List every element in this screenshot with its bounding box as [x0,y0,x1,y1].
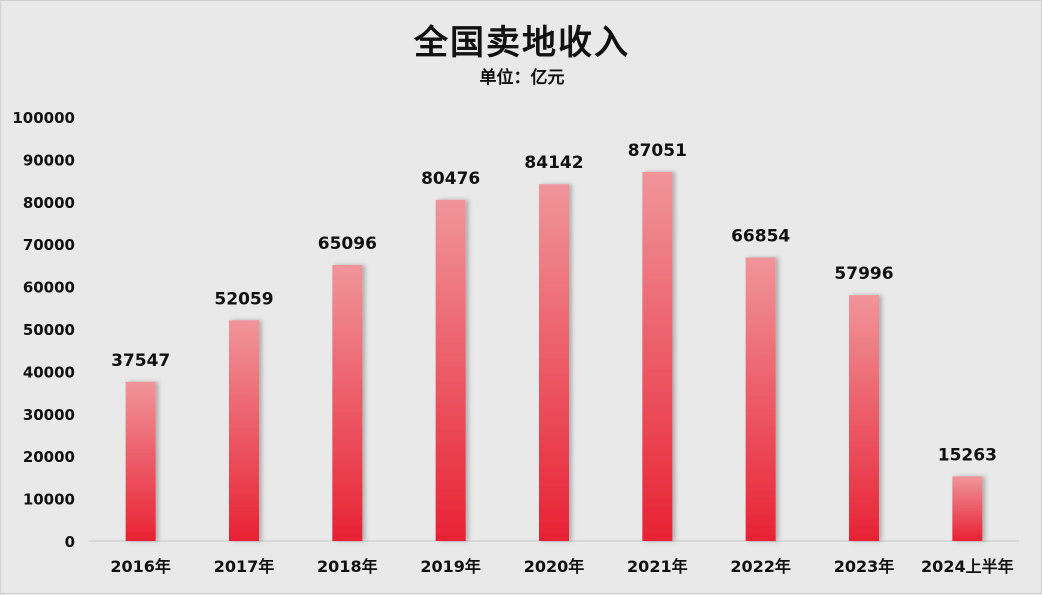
x-tick-label: 2023年 [834,557,895,576]
bar [125,381,156,541]
chart-title: 全国卖地收入 [414,23,630,63]
data-label: 57996 [834,264,893,284]
y-tick-label: 100000 [12,109,75,127]
y-tick-label: 0 [65,533,75,551]
bar [435,199,466,542]
x-tick-label: 2019年 [420,557,481,576]
x-tick-label: 2017年 [214,557,275,576]
y-tick-label: 40000 [23,363,75,381]
data-label: 37547 [111,351,170,371]
data-label: 65096 [318,234,377,254]
y-tick-label: 70000 [23,236,75,254]
y-tick-label: 20000 [23,448,75,466]
x-tick-label: 2020年 [524,557,585,576]
chart-subtitle: 单位：亿元 [479,68,565,88]
bar [849,295,879,541]
y-tick-label: 30000 [23,406,75,424]
data-label: 80476 [421,169,480,189]
data-label: 84142 [524,153,583,173]
x-tick-label: 2024上半年 [921,557,1014,576]
y-tick-label: 90000 [23,151,75,169]
data-label: 52059 [214,289,273,309]
y-tick-label: 50000 [23,321,75,339]
bar [642,171,673,542]
x-tick-label: 2021年 [627,557,688,576]
y-tick-label: 80000 [23,194,75,212]
data-label: 87051 [628,141,687,161]
y-tick-label: 10000 [23,491,75,509]
bar [539,184,569,541]
y-tick-label: 60000 [23,279,75,297]
data-label: 66854 [731,227,790,247]
bar [332,264,363,541]
x-tick-label: 2016年 [110,557,171,576]
x-tick-label: 2022年 [730,557,791,576]
bar [952,476,983,541]
bar [229,320,259,541]
x-tick-label: 2018年 [317,557,378,576]
data-label: 15263 [938,445,997,465]
bar [745,257,776,541]
